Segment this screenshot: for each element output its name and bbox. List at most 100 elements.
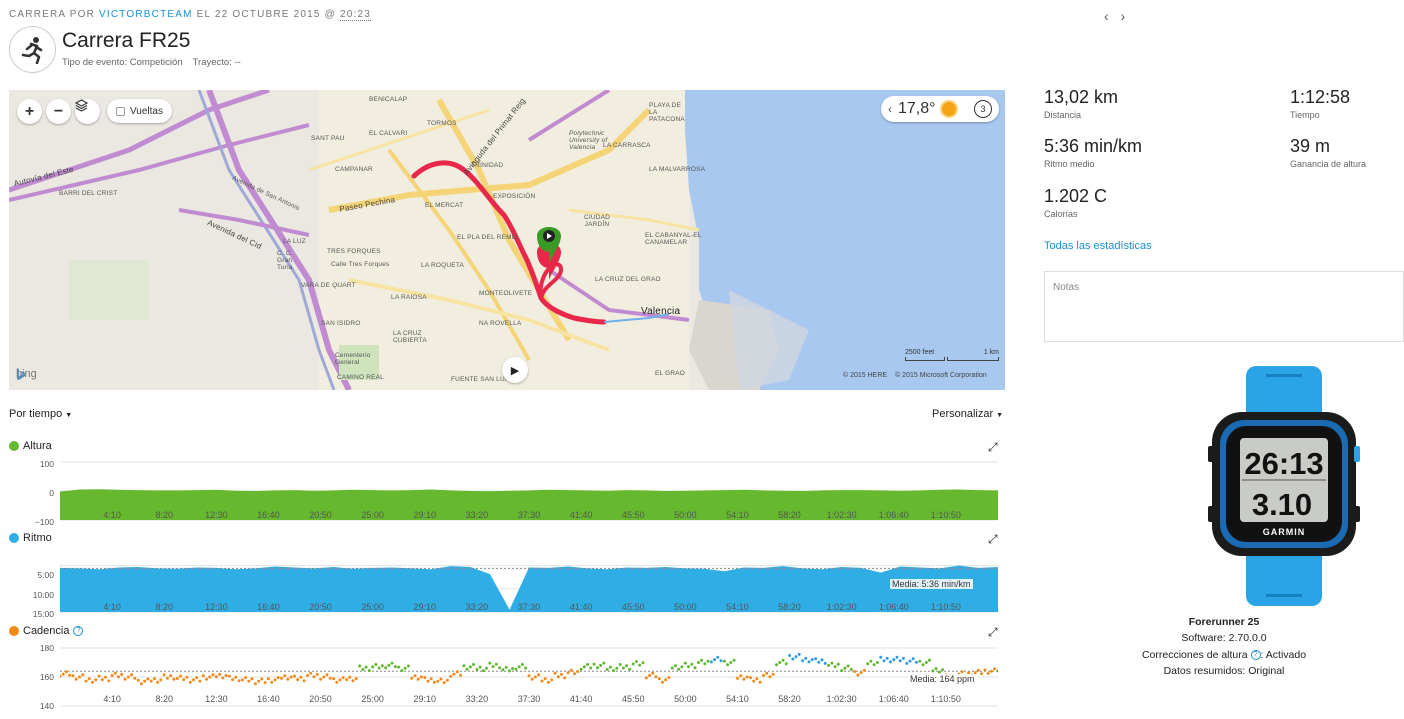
cadencia-point bbox=[794, 655, 798, 659]
map-play-button[interactable]: ▶ bbox=[502, 357, 528, 383]
map-label-laluz: LA LUZ bbox=[283, 238, 306, 245]
start-marker-icon[interactable] bbox=[537, 227, 561, 264]
cadencia-point bbox=[644, 676, 648, 680]
cadencia-point bbox=[527, 674, 531, 678]
zoom-in-button[interactable]: + bbox=[17, 99, 42, 124]
cadencia-help-icon[interactable]: ? bbox=[73, 626, 84, 636]
course[interactable]: Trayecto: -- bbox=[192, 57, 241, 68]
cadencia-point bbox=[390, 661, 394, 665]
cadencia-point bbox=[664, 678, 668, 682]
cadencia-point bbox=[198, 679, 202, 683]
cadencia-point bbox=[960, 670, 964, 674]
activity-map[interactable]: BENICALAP EL CALVARI TORMOS SANT PAU CAM… bbox=[9, 90, 1005, 390]
user-link[interactable]: VICTORBCTEAM bbox=[98, 9, 193, 20]
cadencia-point bbox=[582, 665, 586, 669]
weather-prev-icon[interactable]: ‹ bbox=[888, 102, 892, 116]
prev-activity-icon[interactable]: ‹ bbox=[1104, 8, 1109, 24]
expand-cadencia-icon[interactable]: ⤢ bbox=[988, 625, 998, 639]
map-label-plaremei: EL PLA DEL REMEI bbox=[457, 234, 519, 241]
altura-ytick: 0 bbox=[49, 488, 54, 498]
cadencia-point bbox=[797, 652, 801, 656]
cadencia-point bbox=[91, 680, 94, 684]
cadencia-point bbox=[309, 671, 313, 675]
activity-breadcrumb: CARRERA POR VICTORBCTEAM EL 22 OCTUBRE 2… bbox=[9, 9, 372, 21]
map-label-tresforques: TRES FORQUES bbox=[327, 248, 381, 255]
cadencia-point bbox=[113, 671, 117, 675]
map-label-campanar: CAMPANAR bbox=[335, 166, 373, 173]
map-label-varaquart: VARA DE QUART bbox=[301, 282, 356, 289]
cadencia-point bbox=[849, 668, 853, 671]
cadencia-point bbox=[459, 673, 462, 677]
chart-title-ritmo: Ritmo bbox=[23, 532, 52, 544]
expand-altura-icon[interactable]: ⤢ bbox=[988, 440, 998, 454]
ritmo-chart[interactable]: 4:10 8:20 12:30 16:40 20:50 25:00 29:10 33:20 37… bbox=[60, 552, 998, 614]
cadencia-dot-icon bbox=[9, 626, 19, 636]
cadencia-point bbox=[156, 680, 160, 684]
customize-dropdown[interactable]: Personalizar ▼ bbox=[932, 408, 1003, 420]
altura-xtick: 45:50 bbox=[622, 510, 645, 520]
cadencia-point bbox=[283, 674, 287, 678]
watch-illustration: 26:13 3.10 GARMIN bbox=[1208, 366, 1360, 606]
expand-ritmo-icon[interactable]: ⤢ bbox=[988, 532, 998, 546]
altura-xtick: 16:40 bbox=[257, 510, 280, 520]
altura-area bbox=[60, 489, 998, 520]
event-type[interactable]: Tipo de evento: Competición bbox=[62, 57, 183, 68]
cadencia-point bbox=[996, 669, 998, 673]
ritmo-xtick: 29:10 bbox=[414, 602, 437, 612]
cadencia-point bbox=[706, 659, 710, 663]
cadencia-point bbox=[713, 658, 717, 662]
cadencia-point bbox=[462, 664, 466, 668]
weather-count[interactable]: 3 bbox=[974, 100, 992, 118]
next-activity-icon[interactable]: › bbox=[1120, 8, 1126, 24]
activity-title[interactable]: Carrera FR25 bbox=[62, 29, 191, 52]
watch-brand: GARMIN bbox=[1263, 527, 1306, 537]
cadencia-point bbox=[358, 664, 362, 668]
cadencia-point bbox=[84, 679, 88, 683]
device-name[interactable]: Forerunner 25 bbox=[1188, 616, 1260, 628]
map-label-trinidad: TRINIDAD bbox=[471, 162, 504, 169]
zoom-out-button[interactable]: − bbox=[46, 99, 71, 124]
cadencia-point bbox=[465, 667, 469, 671]
altura-ytick: 100 bbox=[39, 459, 54, 469]
cadencia-point bbox=[139, 682, 143, 686]
cadencia-point bbox=[690, 662, 694, 666]
cadencia-point bbox=[892, 658, 896, 662]
altura-chart[interactable]: 4:10 8:20 12:30 16:40 20:50 25:00 29:10 33:20 37… bbox=[60, 460, 998, 522]
layers-button[interactable] bbox=[75, 99, 100, 124]
all-stats-link[interactable]: Todas las estadísticas bbox=[1044, 240, 1152, 252]
cadencia-xtick: 1:06:40 bbox=[879, 694, 909, 704]
cadencia-chart[interactable]: 4:10 8:20 12:30 16:40 20:50 25:00 29:10 33:20 37… bbox=[60, 646, 998, 708]
sun-icon bbox=[941, 102, 956, 116]
chart-by-dropdown[interactable]: Por tiempo ▼ bbox=[9, 408, 72, 420]
laps-toggle[interactable]: Vueltas bbox=[107, 99, 172, 123]
cadencia-point bbox=[452, 672, 456, 676]
cadencia-point bbox=[299, 675, 303, 679]
cadencia-point bbox=[94, 678, 98, 682]
laps-checkbox[interactable] bbox=[116, 106, 125, 116]
credit-here: © 2015 HERE bbox=[843, 372, 888, 379]
notes-field[interactable]: Notas bbox=[1044, 271, 1404, 342]
bing-icon bbox=[17, 368, 25, 380]
ritmo-xtick: 58:20 bbox=[778, 602, 801, 612]
cadencia-point bbox=[120, 672, 124, 676]
cadencia-point bbox=[110, 674, 114, 677]
weather-widget[interactable]: ‹ 17,8° 3 bbox=[881, 96, 999, 122]
map-label-barricrist: BARRI DEL CRIST bbox=[59, 190, 118, 197]
cadencia-point bbox=[862, 668, 866, 672]
ritmo-ytick: 10:00 bbox=[32, 590, 54, 600]
chart-head-cadencia: Cadencia ? bbox=[9, 625, 84, 637]
cadencia-point bbox=[74, 677, 78, 681]
cadencia-point bbox=[602, 661, 606, 665]
cadencia-point bbox=[537, 673, 541, 677]
ritmo-xtick: 8:20 bbox=[155, 602, 173, 612]
cadencia-xtick: 45:50 bbox=[622, 694, 645, 704]
map-label-sanisidro: SAN ISIDRO bbox=[321, 320, 361, 327]
cadencia-point bbox=[231, 678, 235, 682]
help-icon[interactable]: ? bbox=[1250, 650, 1261, 661]
cadencia-point bbox=[397, 665, 401, 669]
cadencia-point bbox=[921, 663, 925, 667]
device-image: 26:13 3.10 GARMIN bbox=[1206, 366, 1362, 606]
stat-pace-label: Ritmo medio bbox=[1044, 159, 1095, 169]
chevron-down-icon: ▼ bbox=[996, 412, 1004, 419]
cadencia-xtick: 58:20 bbox=[778, 694, 801, 704]
